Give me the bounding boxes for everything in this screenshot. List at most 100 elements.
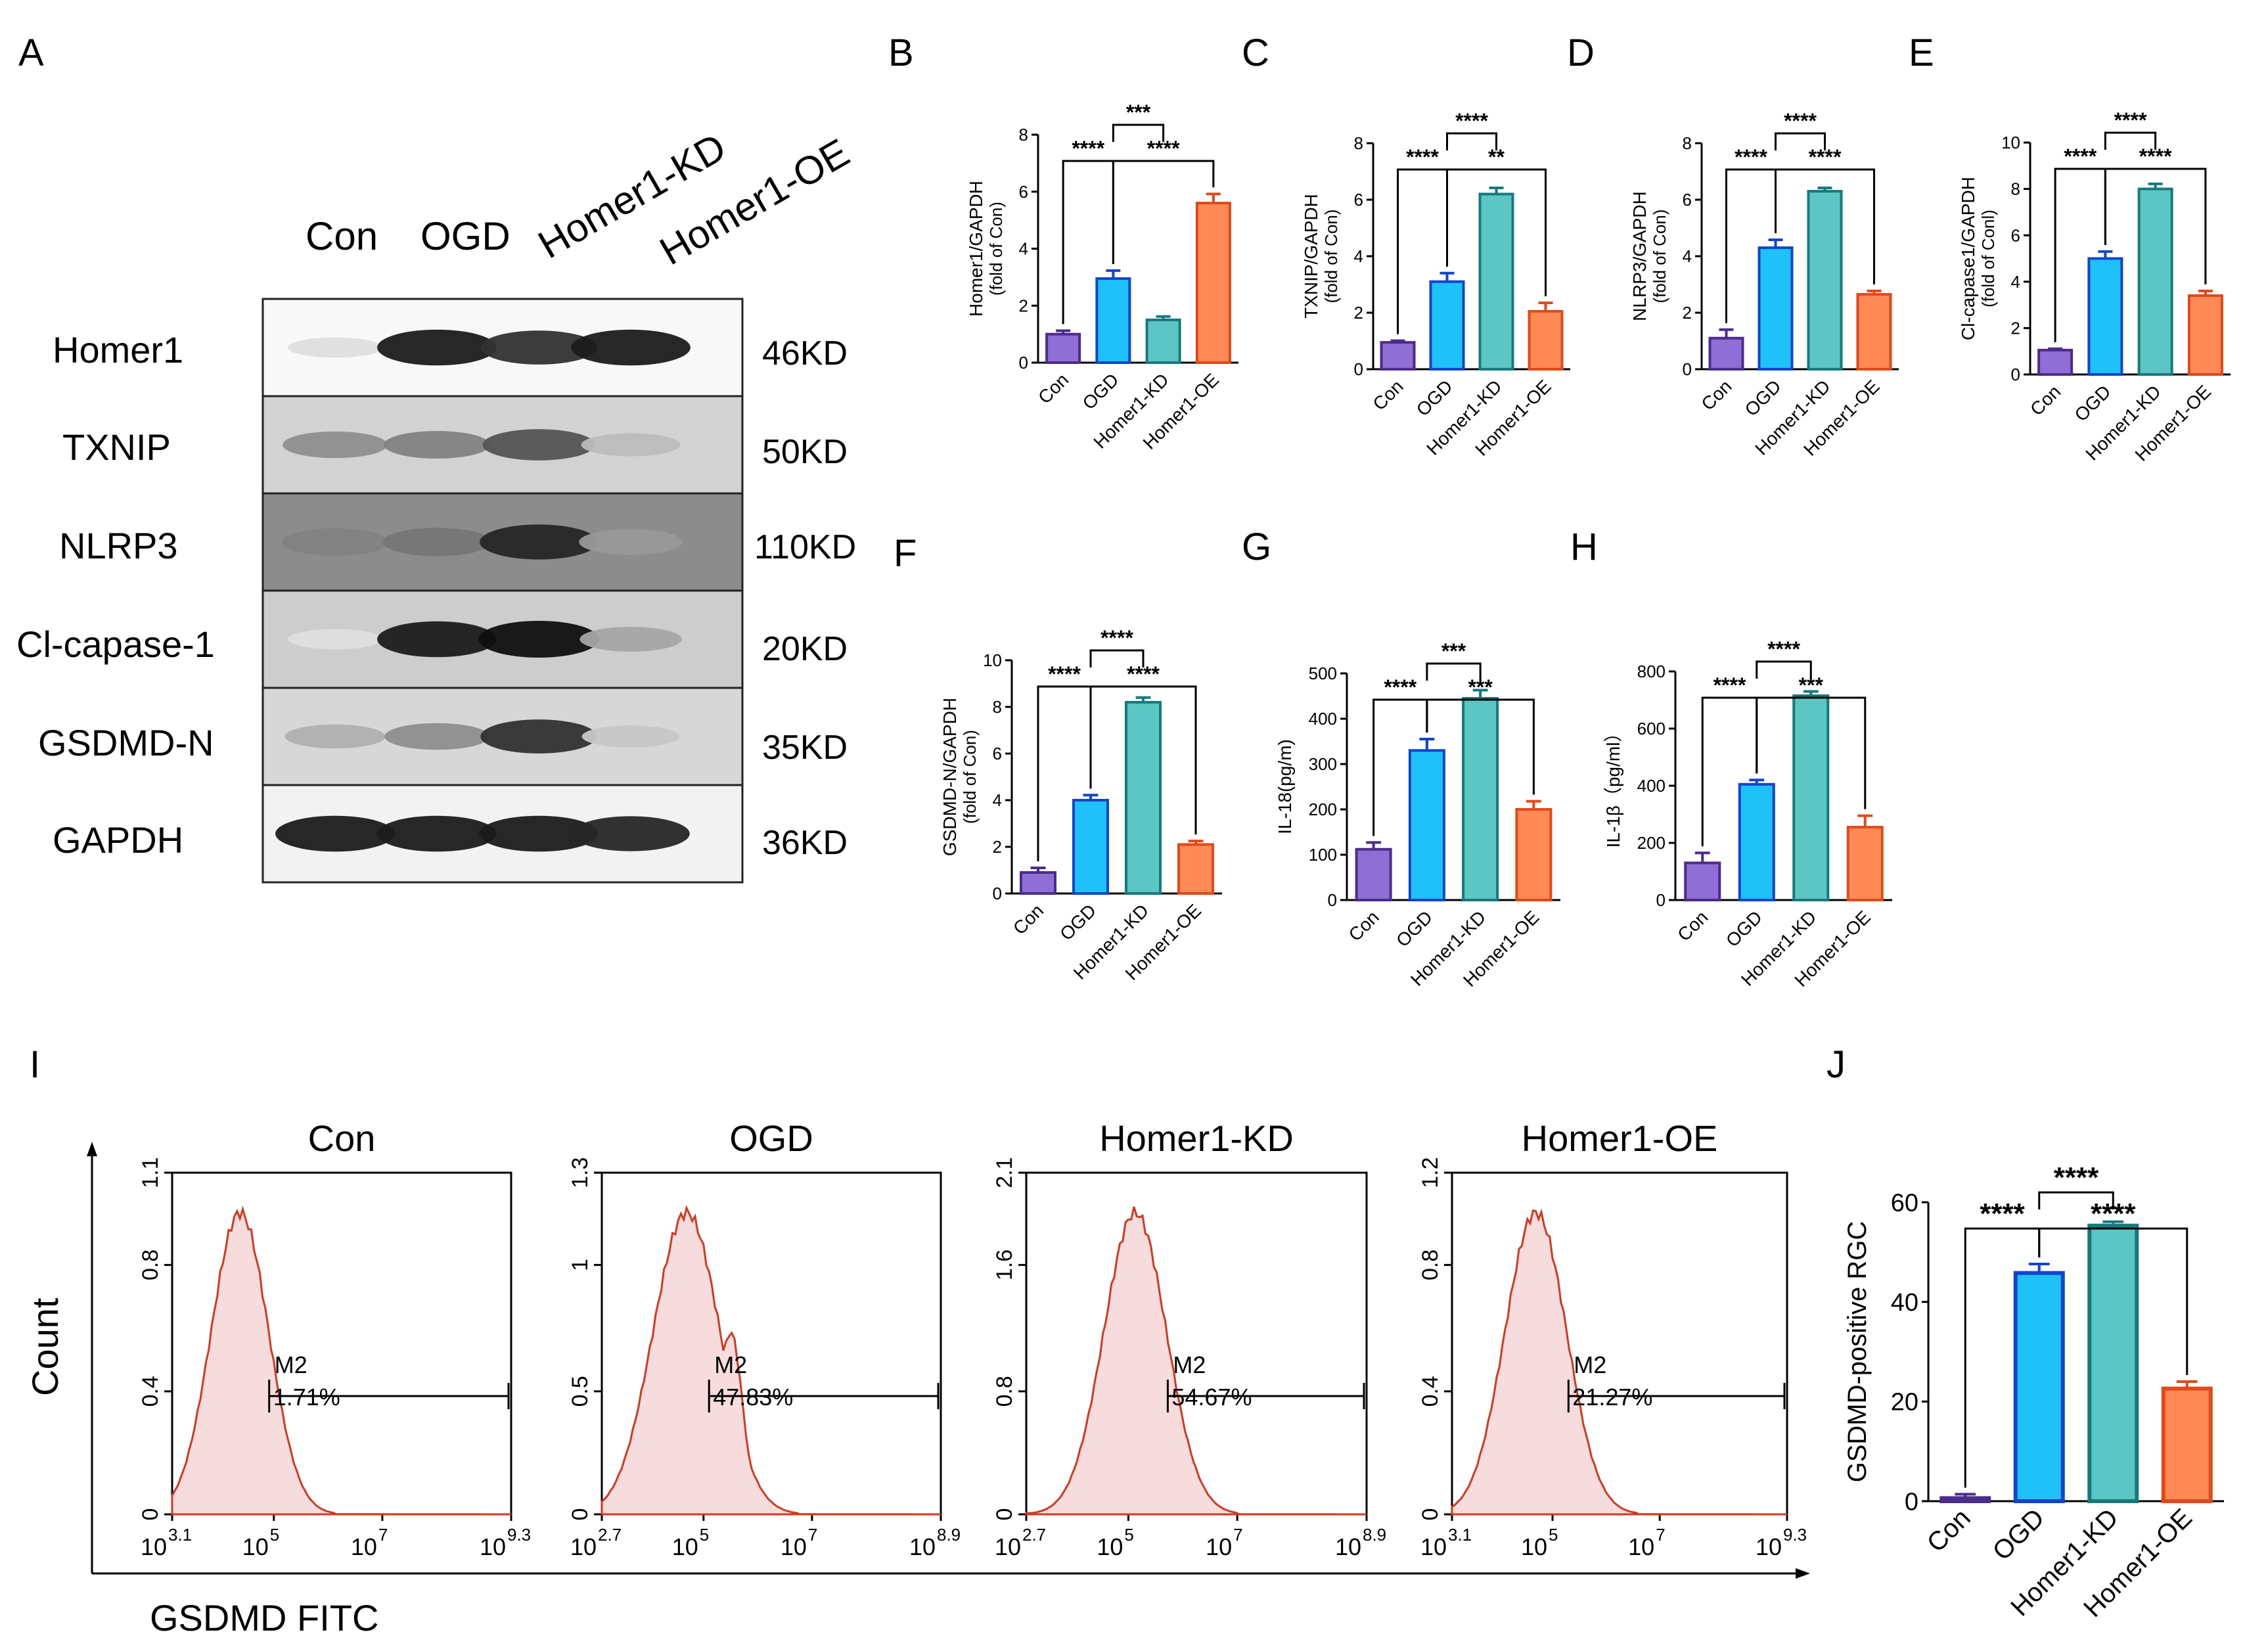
flow-ytick-label-homer1-oe: 0 bbox=[1418, 1508, 1443, 1521]
blot-band-nlrp3-homer1-oe bbox=[579, 529, 683, 555]
panel-letter-f: F bbox=[894, 532, 917, 575]
flow-x-arrowhead bbox=[1796, 1568, 1810, 1579]
x-tick-label-f-ogd: OGD bbox=[1056, 900, 1100, 944]
bar-d-homer1-kd bbox=[1807, 190, 1843, 371]
bar-g-con bbox=[1355, 847, 1392, 901]
y-tick-label-g: 500 bbox=[1309, 664, 1337, 683]
flow-title-ogd: OGD bbox=[729, 1118, 813, 1159]
y-tick-label-f: 10 bbox=[983, 650, 1002, 670]
x-tick-label-b-ogd: OGD bbox=[1079, 369, 1123, 413]
blot-band-gsdmd-n-ogd bbox=[384, 723, 489, 750]
flow-histogram-homer1-kd bbox=[1025, 1206, 1367, 1516]
y-tick-label-e: 4 bbox=[2011, 272, 2020, 292]
flow-ytick-label-con: 0.8 bbox=[138, 1250, 163, 1280]
x-tick-label-j-con: Con bbox=[1922, 1503, 1976, 1558]
bar-g-homer1-oe bbox=[1515, 808, 1553, 901]
blot-band-gsdmd-n-homer1-oe bbox=[581, 725, 680, 748]
flow-xtick-base-homer1-kd: 10 bbox=[1206, 1533, 1232, 1560]
x-tick-label-d-con: Con bbox=[1697, 376, 1735, 414]
lane-label-con: Con bbox=[306, 214, 378, 258]
flow-ytick-label-con: 0.4 bbox=[138, 1376, 163, 1407]
sig-label-j-2: **** bbox=[2054, 1162, 2099, 1194]
kd-label-gsdmd-n: 35KD bbox=[762, 729, 848, 767]
y-tick-label-d: 4 bbox=[1683, 246, 1692, 266]
flow-xtick-exp-homer1-oe: 5 bbox=[1549, 1525, 1558, 1545]
y-tick-label-j: 40 bbox=[1891, 1289, 1918, 1317]
y-tick-label-f: 8 bbox=[993, 697, 1002, 717]
y-axis-label-b: Homer1/GAPDH bbox=[966, 181, 986, 317]
flow-y-arrowhead bbox=[87, 1142, 97, 1156]
flow-gate-percent-ogd: 47.83% bbox=[713, 1384, 793, 1411]
sig-label-d-2: **** bbox=[1784, 109, 1817, 133]
flow-ytick-label-homer1-oe: 1.2 bbox=[1418, 1157, 1443, 1188]
flow-axis-label: GSDMD FITC bbox=[150, 1597, 378, 1638]
bar-c-con bbox=[1380, 341, 1416, 371]
sig-label-d-0: **** bbox=[1735, 145, 1767, 169]
blot-band-cl-capase-1-con bbox=[287, 629, 383, 650]
flow-xtick-base-con: 10 bbox=[480, 1533, 506, 1560]
y-axis-label-h: IL-1β（pg/ml） bbox=[1603, 724, 1623, 848]
flow-ytick-label-ogd: 0 bbox=[568, 1508, 593, 1521]
y-axis-label-j: GSDMD-positive RGC bbox=[1843, 1221, 1872, 1483]
flow-xtick-base-homer1-kd: 10 bbox=[1097, 1533, 1123, 1560]
blot-band-homer1-homer1-kd bbox=[480, 330, 597, 365]
flow-xtick-base-ogd: 10 bbox=[781, 1533, 807, 1560]
flow-xtick-base-con: 10 bbox=[351, 1533, 377, 1560]
y-tick-label-g: 100 bbox=[1309, 845, 1337, 865]
bar-b-homer1-kd bbox=[1145, 318, 1181, 364]
y-tick-label-g: 300 bbox=[1309, 754, 1337, 774]
bar-j-homer1-oe bbox=[2161, 1386, 2213, 1504]
y-tick-label-f: 6 bbox=[993, 744, 1002, 763]
bar-e-ogd bbox=[2087, 257, 2123, 376]
sig-label-h-2: **** bbox=[1767, 637, 1800, 661]
y-tick-label-f: 4 bbox=[993, 790, 1002, 810]
bar-b-ogd bbox=[1095, 277, 1131, 365]
flow-xtick-exp-homer1-oe: 3.1 bbox=[1448, 1525, 1472, 1545]
protein-label-cl-capase-1: Cl-capase-1 bbox=[16, 623, 215, 665]
sig-bracket-b-1 bbox=[1112, 160, 1215, 264]
flow-histogram-ogd bbox=[601, 1205, 941, 1516]
blot-band-txnip-homer1-kd bbox=[482, 429, 595, 461]
y-tick-label-h: 0 bbox=[1656, 890, 1666, 910]
flow-gate-percent-con: 1.71% bbox=[273, 1384, 340, 1411]
flow-ytick-label-homer1-kd: 1.6 bbox=[992, 1250, 1017, 1280]
y-tick-label-e: 0 bbox=[2011, 365, 2020, 384]
panel-letter-i: I bbox=[30, 1043, 40, 1086]
blot-band-txnip-con bbox=[283, 431, 388, 459]
flow-xtick-exp-con: 7 bbox=[378, 1525, 388, 1545]
y-tick-label-g: 400 bbox=[1309, 709, 1337, 729]
bar-f-con bbox=[1020, 871, 1056, 895]
sig-bracket-h-1 bbox=[1756, 696, 1867, 809]
sig-bracket-c-1 bbox=[1446, 168, 1547, 296]
bar-f-ogd bbox=[1072, 799, 1109, 895]
blot-band-nlrp3-con bbox=[282, 528, 388, 556]
flow-gate-label-ogd: M2 bbox=[714, 1351, 747, 1378]
bar-e-homer1-kd bbox=[2137, 187, 2173, 376]
flow-gate-percent-homer1-kd: 54.67% bbox=[1171, 1384, 1252, 1411]
flow-title-homer1-oe: Homer1-OE bbox=[1522, 1118, 1718, 1159]
blot-band-cl-capase-1-homer1-oe bbox=[579, 627, 682, 652]
x-tick-label-g-con: Con bbox=[1345, 907, 1383, 945]
sig-bracket-f-2 bbox=[1089, 649, 1145, 667]
blot-band-txnip-homer1-oe bbox=[581, 433, 681, 457]
x-tick-label-d-ogd: OGD bbox=[1741, 376, 1785, 420]
y-tick-label-b: 8 bbox=[1019, 125, 1028, 145]
y-axis-label-e: Cl-capase1/GAPDH bbox=[1958, 177, 1978, 340]
panel-letter-j: J bbox=[1826, 1043, 1846, 1086]
flow-title-homer1-kd: Homer1-KD bbox=[1099, 1118, 1294, 1159]
blot-band-homer1-con bbox=[287, 337, 383, 358]
protein-label-homer1: Homer1 bbox=[53, 329, 183, 371]
blot-band-homer1-homer1-oe bbox=[571, 329, 691, 366]
y-axis-label-c: TXNIP/GAPDH bbox=[1301, 194, 1321, 319]
blot-band-nlrp3-ogd bbox=[382, 528, 491, 556]
sig-label-h-0: **** bbox=[1713, 673, 1746, 697]
y-axis-label2-e: (fold of Conl) bbox=[1978, 210, 1998, 307]
flow-ytick-label-con: 0 bbox=[138, 1508, 163, 1521]
blot-band-gapdh-con bbox=[275, 815, 395, 852]
flow-xtick-exp-ogd: 2.7 bbox=[598, 1525, 622, 1545]
